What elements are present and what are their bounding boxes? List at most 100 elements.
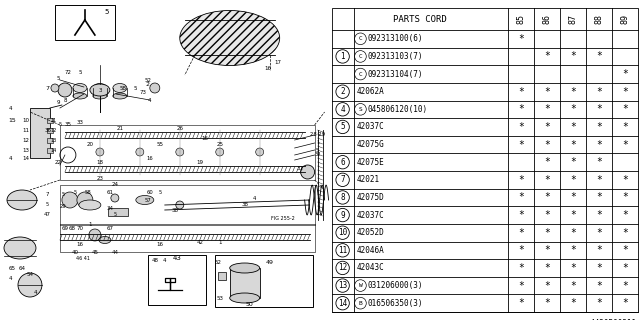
Text: *: *	[570, 140, 576, 149]
Text: 42075E: 42075E	[356, 158, 385, 167]
Text: *: *	[622, 192, 628, 203]
Text: 7: 7	[340, 175, 345, 184]
Circle shape	[77, 192, 93, 208]
Text: *: *	[518, 104, 524, 114]
Text: 33: 33	[76, 119, 83, 124]
Text: 16: 16	[156, 243, 163, 247]
Text: 5: 5	[158, 189, 161, 195]
Ellipse shape	[90, 84, 110, 96]
Text: 44: 44	[111, 250, 118, 254]
Text: 34: 34	[106, 205, 113, 211]
Bar	[47, 138, 53, 143]
Text: 32: 32	[314, 153, 321, 157]
Circle shape	[136, 148, 144, 156]
Text: 17: 17	[274, 60, 281, 65]
Text: 092313100(6): 092313100(6)	[367, 34, 423, 43]
Text: 42052D: 42052D	[356, 228, 385, 237]
Text: 52: 52	[214, 260, 221, 265]
Text: 11: 11	[338, 246, 348, 255]
Text: *: *	[596, 122, 602, 132]
Text: 1: 1	[218, 241, 221, 245]
Text: 2: 2	[146, 83, 150, 87]
Text: *: *	[570, 52, 576, 61]
Text: *: *	[570, 104, 576, 114]
Text: 31: 31	[296, 165, 303, 171]
Text: 14: 14	[51, 148, 57, 153]
Circle shape	[89, 229, 101, 241]
Text: *: *	[544, 228, 550, 238]
Text: 12: 12	[338, 263, 348, 272]
Text: 10: 10	[338, 228, 348, 237]
Text: *: *	[544, 87, 550, 97]
Text: *: *	[622, 298, 628, 308]
Text: *: *	[596, 104, 602, 114]
Text: 26: 26	[176, 125, 183, 131]
Text: *: *	[622, 228, 628, 238]
Text: *: *	[544, 157, 550, 167]
Text: 9: 9	[56, 100, 60, 106]
Text: *: *	[518, 140, 524, 149]
Text: 14: 14	[22, 156, 29, 161]
Circle shape	[18, 273, 42, 297]
Text: *: *	[570, 298, 576, 308]
Bar	[55, 5, 115, 40]
Text: 4: 4	[8, 106, 12, 110]
Text: 5: 5	[316, 148, 319, 153]
Bar	[47, 128, 53, 133]
Text: 092313103(7): 092313103(7)	[367, 52, 423, 61]
Text: *: *	[570, 210, 576, 220]
Text: 36: 36	[44, 127, 51, 132]
Circle shape	[355, 68, 366, 80]
Text: 45: 45	[92, 250, 99, 254]
Ellipse shape	[79, 200, 101, 210]
Text: *: *	[596, 298, 602, 308]
Text: 40: 40	[72, 250, 79, 254]
Text: 42037C: 42037C	[356, 123, 385, 132]
Text: *: *	[544, 175, 550, 185]
Circle shape	[336, 120, 349, 134]
Text: 18: 18	[97, 161, 104, 165]
Text: W: W	[358, 283, 362, 288]
Text: 68: 68	[68, 226, 76, 230]
Text: 65: 65	[8, 266, 15, 270]
Text: FIG 255-2: FIG 255-2	[271, 215, 294, 220]
Text: 5: 5	[56, 76, 60, 81]
Text: *: *	[596, 140, 602, 149]
Text: 70: 70	[76, 226, 83, 230]
Text: PARTS CORD: PARTS CORD	[393, 14, 447, 23]
Text: 1: 1	[316, 140, 319, 146]
Text: 42075G: 42075G	[356, 140, 385, 149]
Text: 5: 5	[133, 85, 136, 91]
Text: 16: 16	[147, 156, 153, 161]
Bar	[47, 118, 53, 123]
Text: 5: 5	[340, 123, 345, 132]
Text: 42021: 42021	[356, 175, 380, 184]
Text: 6: 6	[340, 158, 345, 167]
Text: *: *	[544, 298, 550, 308]
Text: 28 29: 28 29	[310, 132, 325, 138]
Text: 16: 16	[76, 243, 83, 247]
Text: *: *	[518, 34, 524, 44]
Text: 72: 72	[65, 69, 72, 75]
Text: *: *	[570, 263, 576, 273]
Circle shape	[336, 244, 349, 257]
Bar	[215, 255, 312, 307]
Circle shape	[58, 83, 72, 97]
Circle shape	[111, 194, 119, 202]
Text: *: *	[544, 263, 550, 273]
Text: 58: 58	[84, 189, 92, 195]
Text: 60: 60	[147, 189, 153, 195]
Text: 49: 49	[266, 260, 274, 265]
Text: *: *	[596, 157, 602, 167]
Text: C: C	[358, 36, 362, 41]
Text: *: *	[518, 245, 524, 255]
Text: *: *	[518, 192, 524, 203]
Text: 1: 1	[88, 222, 92, 228]
Text: 42043C: 42043C	[356, 263, 385, 272]
Text: 38: 38	[241, 203, 248, 207]
Text: *: *	[622, 69, 628, 79]
Circle shape	[355, 51, 366, 62]
Text: *: *	[596, 192, 602, 203]
Text: 67: 67	[106, 226, 113, 230]
Text: 16: 16	[201, 135, 208, 140]
